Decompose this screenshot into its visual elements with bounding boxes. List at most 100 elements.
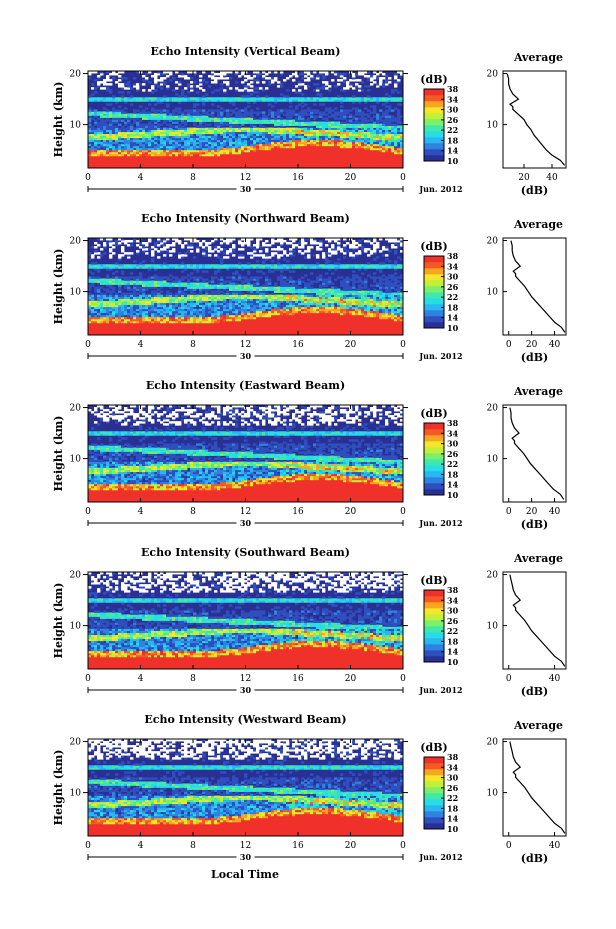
heatmap-cell: [124, 83, 127, 85]
heatmap-cell: [328, 85, 331, 87]
heatmap-cell: [115, 109, 118, 111]
heatmap-cell: [379, 77, 382, 79]
heatmap-cell: [319, 103, 322, 105]
heatmap-cell: [256, 111, 259, 113]
heatmap-cell: [109, 120, 112, 122]
heatmap-cell: [367, 95, 370, 97]
heatmap-cell: [385, 109, 388, 111]
heatmap-cell: [172, 130, 175, 132]
heatmap-cell: [349, 113, 352, 115]
heatmap-cell: [196, 103, 199, 105]
heatmap-cell: [331, 79, 334, 81]
heatmap-cell: [268, 81, 271, 83]
heatmap-cell: [112, 95, 115, 97]
x-tick-label: 4: [138, 173, 144, 183]
heatmap-cell: [100, 150, 103, 152]
heatmap-cell: [190, 85, 193, 87]
heatmap-cell: [301, 97, 304, 99]
heatmap-cell: [262, 97, 265, 99]
heatmap-cell: [142, 124, 145, 126]
heatmap-cell: [340, 122, 343, 124]
heatmap-cell: [118, 97, 121, 99]
heatmap-cell: [202, 126, 205, 128]
heatmap-cell: [91, 126, 94, 128]
heatmap-cell: [187, 97, 190, 99]
heatmap-cell: [199, 75, 202, 77]
heatmap-cell: [214, 109, 217, 111]
heatmap-cell: [133, 109, 136, 111]
heatmap-cell: [331, 109, 334, 111]
heatmap-cell: [223, 81, 226, 83]
heatmap-cell: [97, 81, 100, 83]
heatmap-cell: [385, 309, 388, 311]
heatmap-cell: [358, 85, 361, 87]
heatmap-cell: [370, 83, 373, 85]
heatmap-cell: [160, 128, 163, 130]
heatmap-cell: [106, 83, 109, 85]
heatmap-cell: [352, 87, 355, 89]
heatmap-cell: [229, 77, 232, 79]
heatmap-cell: [133, 77, 136, 79]
heatmap-cell: [91, 144, 94, 146]
heatmap-cell: [193, 85, 196, 87]
heatmap-cell: [382, 111, 385, 113]
x-tick-label: 8: [190, 173, 196, 183]
heatmap-cell: [367, 75, 370, 77]
heatmap-cell: [349, 120, 352, 122]
heatmap-cell: [172, 77, 175, 79]
heatmap-cell: [334, 97, 337, 99]
heatmap-cell: [91, 109, 94, 111]
heatmap-cell: [349, 79, 352, 81]
heatmap-cell: [313, 83, 316, 85]
heatmap-cell: [265, 115, 268, 117]
heatmap-cell: [394, 124, 397, 126]
heatmap-cell: [343, 77, 346, 79]
heatmap-cell: [325, 81, 328, 83]
heatmap-cell: [313, 109, 316, 111]
heatmap-cell: [187, 128, 190, 130]
heatmap-cell: [289, 75, 292, 77]
heatmap-cell: [259, 87, 262, 89]
heatmap-cell: [121, 120, 124, 122]
heatmap-cell: [295, 136, 298, 138]
heatmap-cell: [298, 111, 301, 113]
heatmap-cell: [364, 107, 367, 109]
heatmap-cell: [115, 73, 118, 75]
y-tick-label: 20: [70, 70, 82, 80]
heatmap-cell: [397, 103, 400, 105]
heatmap-cell: [238, 97, 241, 99]
heatmap-cell: [292, 73, 295, 75]
heatmap-cell: [298, 89, 301, 91]
heatmap-cell: [250, 81, 253, 83]
heatmap-cell: [118, 83, 121, 85]
heatmap-cell: [199, 97, 202, 99]
heatmap-cell: [376, 83, 379, 85]
heatmap-cell: [223, 89, 226, 91]
heatmap-cell: [373, 105, 376, 107]
heatmap-cell: [358, 97, 361, 99]
heatmap-cell: [388, 132, 391, 134]
heatmap-cell: [304, 97, 307, 99]
heatmap-cell: [247, 89, 250, 91]
heatmap-cell: [250, 109, 253, 111]
heatmap-cell: [274, 77, 277, 79]
heatmap-cell: [220, 138, 223, 140]
heatmap-cell: [211, 91, 214, 93]
heatmap-cell: [181, 150, 184, 152]
heatmap-cell: [196, 126, 199, 128]
heatmap-cell: [373, 122, 376, 124]
heatmap-cell: [190, 97, 193, 99]
heatmap-cell: [124, 77, 127, 79]
heatmap-cell: [196, 109, 199, 111]
heatmap-cell: [190, 109, 193, 111]
heatmap-cell: [391, 115, 394, 117]
colorbar-segment: [424, 131, 444, 137]
heatmap-cell: [319, 111, 322, 113]
heatmap-cell: [232, 97, 235, 99]
heatmap-cell: [295, 85, 298, 87]
heatmap-cell: [130, 87, 133, 89]
heatmap-cell: [184, 311, 187, 313]
heatmap-cell: [313, 89, 316, 91]
heatmap-cell: [310, 109, 313, 111]
heatmap-cell: [235, 87, 238, 89]
